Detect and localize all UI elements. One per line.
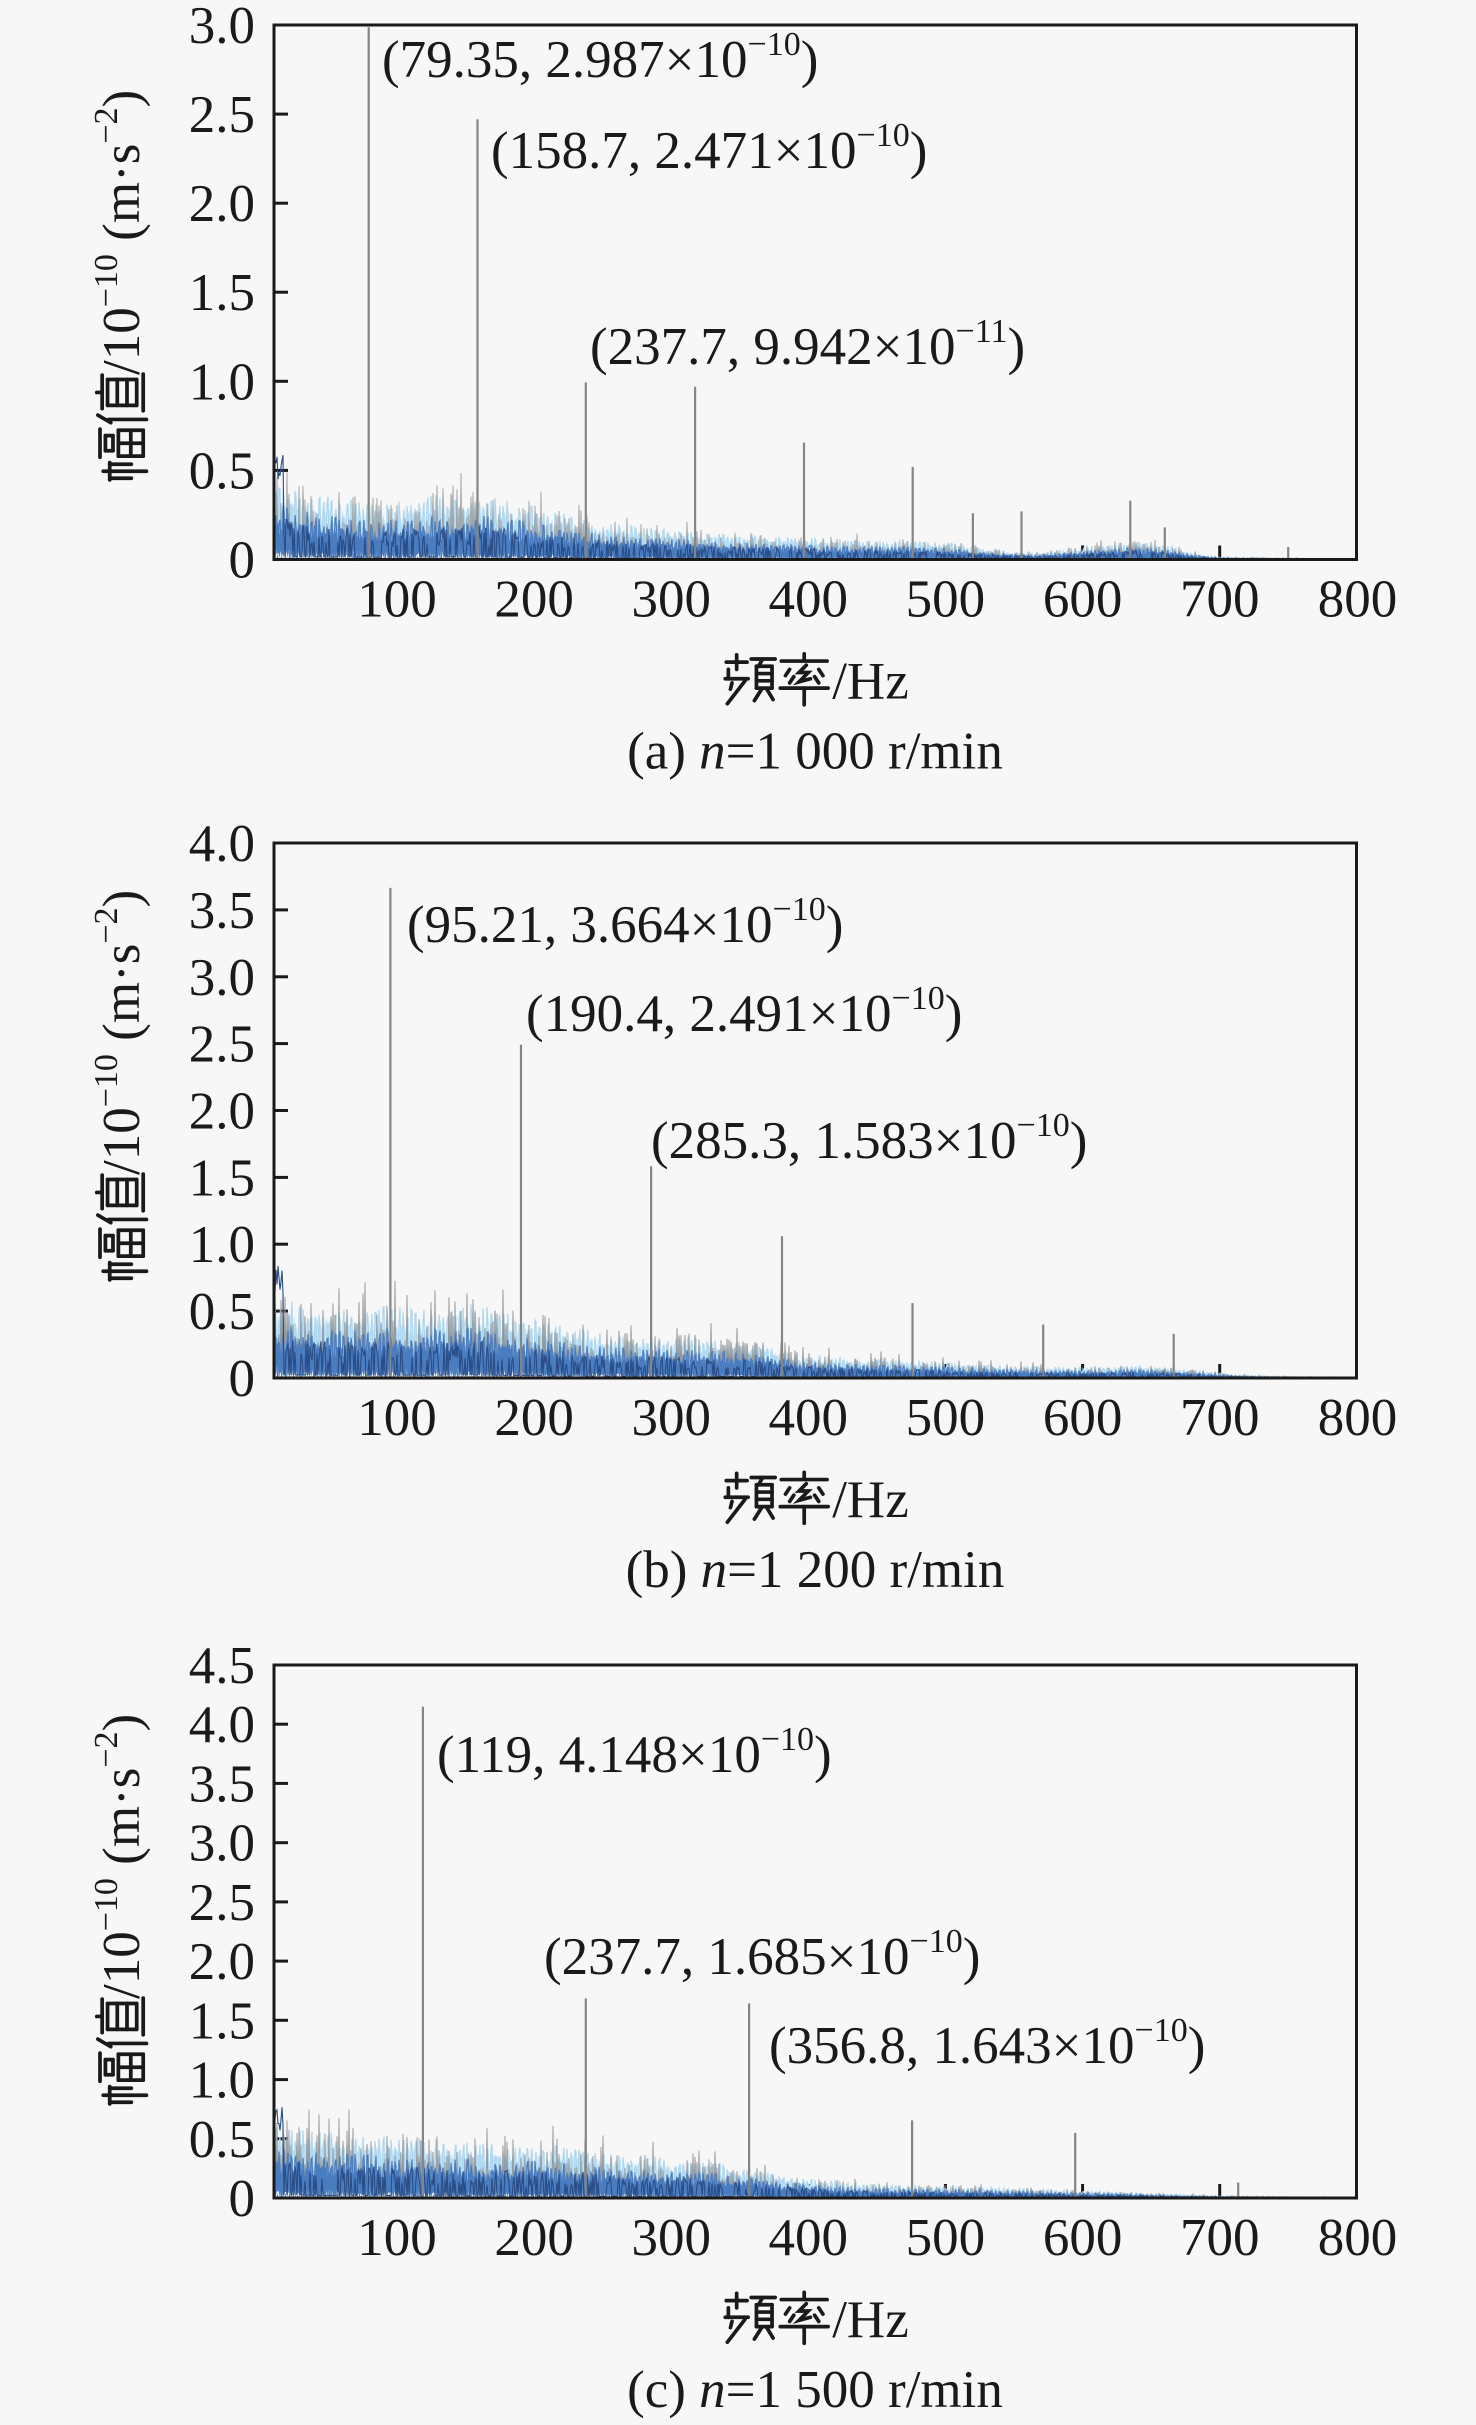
svg-text:4.0: 4.0 bbox=[189, 1696, 255, 1754]
svg-text:/Hz: /Hz bbox=[832, 1471, 909, 1529]
svg-text:200: 200 bbox=[494, 571, 574, 629]
svg-text:/10−10 (m·s−2): /10−10 (m·s−2) bbox=[88, 890, 151, 1175]
svg-text:400: 400 bbox=[769, 571, 849, 629]
svg-text:(95.21, 3.664×10−10): (95.21, 3.664×10−10) bbox=[407, 891, 843, 954]
svg-text:(237.7, 1.685×10−10): (237.7, 1.685×10−10) bbox=[544, 1923, 980, 1986]
svg-text:4.0: 4.0 bbox=[189, 815, 255, 873]
svg-text:700: 700 bbox=[1180, 2209, 1260, 2267]
svg-text:600: 600 bbox=[1043, 1389, 1123, 1447]
svg-text:3.0: 3.0 bbox=[189, 949, 255, 1007]
svg-text:100: 100 bbox=[357, 2209, 437, 2267]
svg-text:1.5: 1.5 bbox=[189, 1149, 255, 1207]
svg-text:200: 200 bbox=[494, 2209, 574, 2267]
svg-text:1.0: 1.0 bbox=[189, 353, 255, 411]
svg-text:3.5: 3.5 bbox=[189, 1755, 255, 1813]
svg-text:2.0: 2.0 bbox=[189, 1933, 255, 1991]
svg-text:2.5: 2.5 bbox=[189, 1016, 255, 1074]
svg-text:200: 200 bbox=[494, 1389, 574, 1447]
svg-text:/Hz: /Hz bbox=[832, 2291, 909, 2349]
svg-text:300: 300 bbox=[631, 1389, 711, 1447]
svg-text:(c) n=1 500 r/min: (c) n=1 500 r/min bbox=[627, 2361, 1003, 2419]
svg-text:(158.7, 2.471×10−10): (158.7, 2.471×10−10) bbox=[491, 117, 927, 180]
svg-text:(285.3, 1.583×10−10): (285.3, 1.583×10−10) bbox=[651, 1107, 1087, 1170]
svg-text:600: 600 bbox=[1043, 2209, 1123, 2267]
svg-text:300: 300 bbox=[631, 571, 711, 629]
svg-text:400: 400 bbox=[769, 1389, 849, 1447]
svg-text:1.5: 1.5 bbox=[189, 264, 255, 322]
svg-text:2.5: 2.5 bbox=[189, 86, 255, 144]
svg-text:1.5: 1.5 bbox=[189, 1992, 255, 2050]
svg-text:3.0: 3.0 bbox=[189, 1815, 255, 1873]
svg-text:0: 0 bbox=[229, 1350, 256, 1408]
svg-text:4.5: 4.5 bbox=[189, 1637, 255, 1695]
svg-text:(190.4, 2.491×10−10): (190.4, 2.491×10−10) bbox=[526, 980, 962, 1043]
svg-text:2.0: 2.0 bbox=[189, 1083, 255, 1141]
svg-text:1.0: 1.0 bbox=[189, 2052, 255, 2110]
svg-text:(356.8, 1.643×10−10): (356.8, 1.643×10−10) bbox=[769, 2012, 1205, 2075]
svg-text:0: 0 bbox=[229, 2170, 256, 2228]
svg-text:(b) n=1 200 r/min: (b) n=1 200 r/min bbox=[626, 1541, 1005, 1599]
svg-text:2.5: 2.5 bbox=[189, 1874, 255, 1932]
svg-text:/Hz: /Hz bbox=[832, 653, 909, 711]
svg-text:3.5: 3.5 bbox=[189, 882, 255, 940]
svg-text:100: 100 bbox=[357, 571, 437, 629]
svg-text:600: 600 bbox=[1043, 571, 1123, 629]
svg-text:0.5: 0.5 bbox=[189, 442, 255, 500]
svg-text:700: 700 bbox=[1180, 571, 1260, 629]
svg-text:(a) n=1 000 r/min: (a) n=1 000 r/min bbox=[627, 723, 1003, 781]
svg-text:800: 800 bbox=[1318, 571, 1398, 629]
svg-text:700: 700 bbox=[1180, 1389, 1260, 1447]
svg-text:500: 500 bbox=[906, 571, 986, 629]
svg-text:300: 300 bbox=[631, 2209, 711, 2267]
svg-text:3.0: 3.0 bbox=[189, 0, 255, 55]
svg-text:1.0: 1.0 bbox=[189, 1216, 255, 1274]
svg-text:0.5: 0.5 bbox=[189, 1283, 255, 1341]
svg-text:0: 0 bbox=[229, 532, 256, 590]
svg-text:100: 100 bbox=[357, 1389, 437, 1447]
svg-text:800: 800 bbox=[1318, 2209, 1398, 2267]
svg-text:500: 500 bbox=[906, 1389, 986, 1447]
svg-text:2.0: 2.0 bbox=[189, 175, 255, 233]
svg-text:800: 800 bbox=[1318, 1389, 1398, 1447]
svg-text:400: 400 bbox=[769, 2209, 849, 2267]
svg-text:500: 500 bbox=[906, 2209, 986, 2267]
svg-text:(79.35, 2.987×10−10): (79.35, 2.987×10−10) bbox=[382, 26, 818, 89]
svg-text:0.5: 0.5 bbox=[189, 2111, 255, 2169]
svg-text:(237.7, 9.942×10−11): (237.7, 9.942×10−11) bbox=[590, 313, 1025, 376]
